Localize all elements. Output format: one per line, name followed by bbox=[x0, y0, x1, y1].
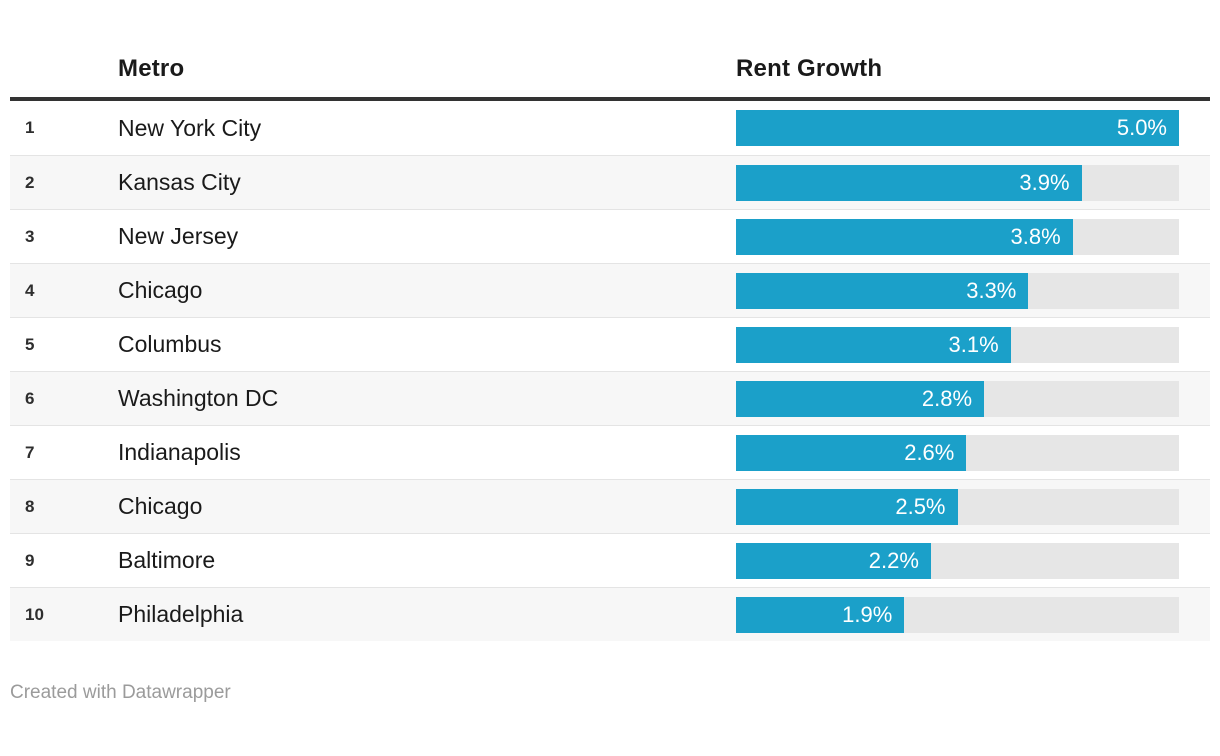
bar-value-label: 2.6% bbox=[904, 439, 955, 465]
bar-track: 2.2% bbox=[736, 542, 1179, 579]
metro-cell: Chicago bbox=[118, 277, 203, 303]
table-row: 8 Chicago 2.5% bbox=[10, 479, 1210, 533]
datawrapper-attribution-link[interactable]: Created with Datawrapper bbox=[10, 682, 231, 703]
rank-cell: 3 bbox=[25, 226, 35, 246]
rent-growth-bar: 2.8% bbox=[736, 380, 985, 417]
table-row: 10 Philadelphia 1.9% bbox=[10, 587, 1210, 641]
bar-cell: 3.3% bbox=[736, 272, 1210, 309]
rank-cell: 5 bbox=[25, 334, 35, 354]
metro-cell: Indianapolis bbox=[118, 439, 241, 465]
rent-growth-bar: 5.0% bbox=[736, 110, 1179, 146]
bar-value-label: 5.0% bbox=[1116, 115, 1167, 140]
datawrapper-table: Metro Rent Growth 1 New York City 5.0% 2… bbox=[0, 40, 1220, 704]
rent-growth-bar: 3.8% bbox=[736, 218, 1073, 255]
metro-cell: Baltimore bbox=[118, 547, 216, 573]
metro-cell: Chicago bbox=[118, 493, 203, 519]
metro-cell: Kansas City bbox=[118, 169, 241, 195]
rank-cell: 4 bbox=[25, 280, 35, 300]
rent-growth-bar: 2.5% bbox=[736, 488, 958, 525]
metro-cell: Columbus bbox=[118, 331, 222, 357]
table-row: 4 Chicago 3.3% bbox=[10, 263, 1210, 317]
metro-cell: New Jersey bbox=[118, 223, 239, 249]
bar-value-label: 1.9% bbox=[842, 601, 893, 627]
bar-cell: 2.6% bbox=[736, 434, 1210, 471]
column-header-rent-growth: Rent Growth bbox=[736, 54, 883, 82]
bar-track: 2.5% bbox=[736, 488, 1179, 525]
bar-value-label: 3.1% bbox=[948, 331, 999, 357]
bar-track: 2.6% bbox=[736, 434, 1179, 471]
bar-cell: 5.0% bbox=[736, 110, 1210, 146]
rent-growth-bar: 2.6% bbox=[736, 434, 967, 471]
table-row: 5 Columbus 3.1% bbox=[10, 317, 1210, 371]
rank-cell: 10 bbox=[25, 604, 44, 624]
bar-track: 2.8% bbox=[736, 380, 1179, 417]
bar-track: 3.8% bbox=[736, 218, 1179, 255]
bar-value-label: 3.9% bbox=[1019, 169, 1070, 195]
bar-track: 3.9% bbox=[736, 164, 1179, 201]
attribution-footer: Created with Datawrapper bbox=[10, 682, 1210, 704]
bar-cell: 3.1% bbox=[736, 326, 1210, 363]
bar-cell: 2.5% bbox=[736, 488, 1210, 525]
bar-cell: 1.9% bbox=[736, 596, 1210, 633]
table-row: 6 Washington DC 2.8% bbox=[10, 371, 1210, 425]
rank-cell: 2 bbox=[25, 172, 35, 192]
table-row: 9 Baltimore 2.2% bbox=[10, 533, 1210, 587]
bar-track: 5.0% bbox=[736, 110, 1179, 146]
metro-cell: New York City bbox=[118, 114, 262, 141]
rank-cell: 1 bbox=[25, 118, 35, 137]
bar-value-label: 3.8% bbox=[1010, 223, 1061, 249]
bar-cell: 2.2% bbox=[736, 542, 1210, 579]
metro-cell: Washington DC bbox=[118, 385, 279, 411]
table-row: 1 New York City 5.0% bbox=[10, 101, 1210, 155]
rank-cell: 9 bbox=[25, 550, 35, 570]
rank-cell: 8 bbox=[25, 496, 35, 516]
table-body: 1 New York City 5.0% 2 Kansas City 3.9% … bbox=[10, 101, 1210, 641]
rent-growth-bar: 3.1% bbox=[736, 326, 1011, 363]
rent-growth-bar: 2.2% bbox=[736, 542, 931, 579]
bar-value-label: 2.5% bbox=[895, 493, 946, 519]
bar-value-label: 3.3% bbox=[966, 277, 1017, 303]
table-row: 2 Kansas City 3.9% bbox=[10, 155, 1210, 209]
bar-track: 1.9% bbox=[736, 596, 1179, 633]
rank-cell: 6 bbox=[25, 388, 35, 408]
bar-value-label: 2.2% bbox=[868, 547, 919, 573]
bar-cell: 3.9% bbox=[736, 164, 1210, 201]
rank-cell: 7 bbox=[25, 442, 35, 462]
bar-cell: 3.8% bbox=[736, 218, 1210, 255]
rent-growth-bar: 1.9% bbox=[736, 596, 905, 633]
rent-growth-bar: 3.9% bbox=[736, 164, 1082, 201]
bar-cell: 2.8% bbox=[736, 380, 1210, 417]
table-row: 7 Indianapolis 2.6% bbox=[10, 425, 1210, 479]
metro-cell: Philadelphia bbox=[118, 601, 244, 627]
table-header-row: Metro Rent Growth bbox=[10, 40, 1210, 101]
table-row: 3 New Jersey 3.8% bbox=[10, 209, 1210, 263]
bar-track: 3.1% bbox=[736, 326, 1179, 363]
bar-track: 3.3% bbox=[736, 272, 1179, 309]
rent-growth-bar: 3.3% bbox=[736, 272, 1029, 309]
bar-value-label: 2.8% bbox=[921, 385, 973, 411]
column-header-metro: Metro bbox=[118, 54, 185, 82]
